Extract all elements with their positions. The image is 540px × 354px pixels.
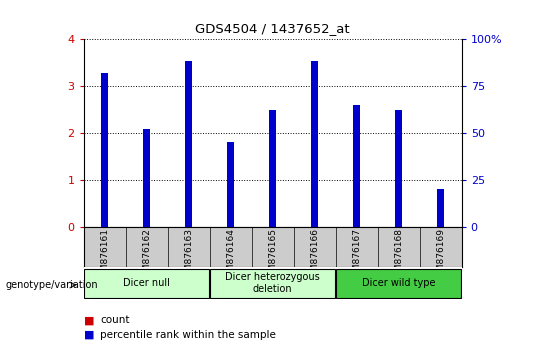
- Text: genotype/variation: genotype/variation: [5, 280, 98, 290]
- Text: GSM876168: GSM876168: [394, 228, 403, 283]
- Bar: [101, 73, 109, 227]
- Text: GSM876164: GSM876164: [226, 228, 235, 282]
- Bar: [101, 87, 109, 227]
- Text: Dicer wild type: Dicer wild type: [362, 278, 435, 288]
- Bar: [185, 62, 192, 227]
- Bar: [269, 138, 276, 227]
- Bar: [227, 149, 234, 227]
- Text: GSM876162: GSM876162: [142, 228, 151, 282]
- Text: GSM876169: GSM876169: [436, 228, 445, 283]
- Bar: [185, 96, 192, 227]
- Text: ■: ■: [84, 330, 94, 339]
- Text: percentile rank within the sample: percentile rank within the sample: [100, 330, 276, 339]
- Bar: [311, 82, 319, 227]
- Bar: [353, 105, 361, 227]
- Text: GSM876167: GSM876167: [352, 228, 361, 283]
- Bar: [143, 129, 151, 227]
- Text: GSM876166: GSM876166: [310, 228, 319, 283]
- Bar: [227, 142, 234, 227]
- Text: GSM876161: GSM876161: [100, 228, 109, 283]
- Text: ■: ■: [84, 315, 94, 325]
- Bar: [143, 150, 151, 227]
- Bar: [437, 189, 444, 227]
- Title: GDS4504 / 1437652_at: GDS4504 / 1437652_at: [195, 22, 350, 35]
- Text: Dicer heterozygous
deletion: Dicer heterozygous deletion: [225, 272, 320, 294]
- Bar: [395, 110, 402, 227]
- Text: Dicer null: Dicer null: [123, 278, 170, 288]
- Bar: [311, 62, 319, 227]
- Text: GSM876165: GSM876165: [268, 228, 277, 283]
- Text: GSM876163: GSM876163: [184, 228, 193, 283]
- FancyBboxPatch shape: [84, 269, 210, 298]
- Bar: [269, 110, 276, 227]
- FancyBboxPatch shape: [336, 269, 461, 298]
- Bar: [353, 129, 361, 227]
- FancyBboxPatch shape: [210, 269, 335, 298]
- Bar: [437, 193, 444, 227]
- Text: count: count: [100, 315, 130, 325]
- Bar: [395, 130, 402, 227]
